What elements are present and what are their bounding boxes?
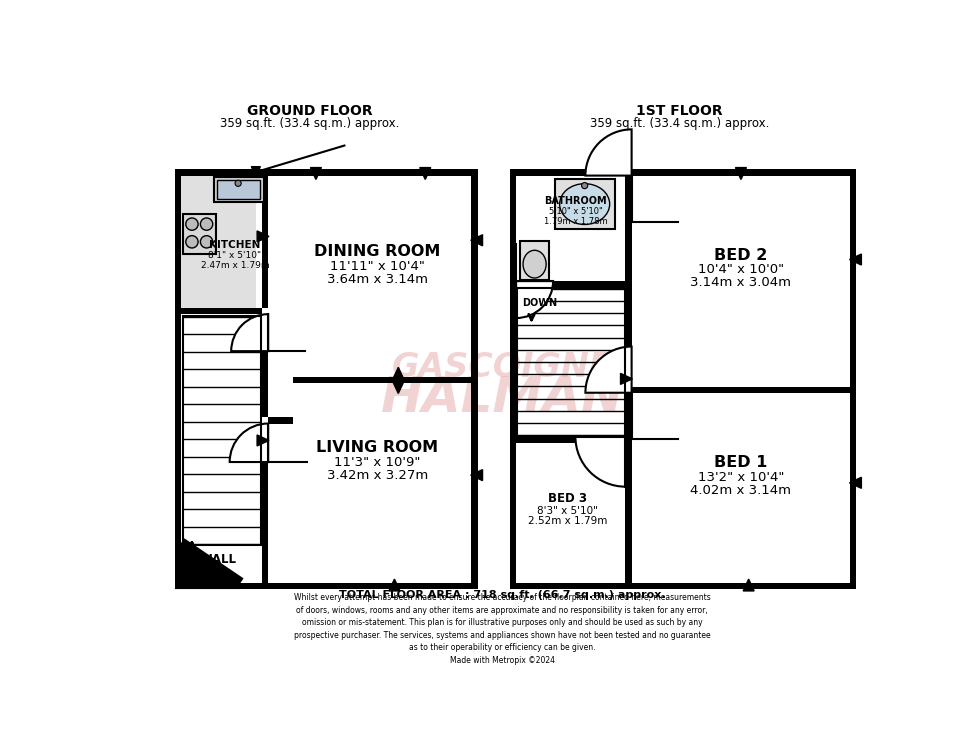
Text: BATHROOM: BATHROOM: [544, 196, 607, 206]
Polygon shape: [175, 543, 240, 589]
Bar: [181, 308, 262, 314]
Bar: [851, 170, 857, 589]
Wedge shape: [229, 424, 269, 462]
Text: 13'2" x 10'4": 13'2" x 10'4": [698, 472, 784, 484]
Bar: [632, 387, 851, 393]
Text: 11'3" x 10'9": 11'3" x 10'9": [334, 456, 420, 469]
Bar: [175, 170, 477, 176]
Bar: [181, 176, 256, 308]
Text: 3.42m x 3.27m: 3.42m x 3.27m: [327, 469, 428, 482]
Text: BED 1: BED 1: [714, 455, 767, 470]
Text: UP: UP: [187, 555, 202, 565]
Bar: [553, 281, 625, 287]
Text: LIVING ROOM: LIVING ROOM: [317, 440, 439, 455]
Text: 2.47m x 1.79m: 2.47m x 1.79m: [201, 261, 270, 270]
Circle shape: [186, 218, 198, 231]
Text: 359 sq.ft. (33.4 sq.m.) approx.: 359 sq.ft. (33.4 sq.m.) approx.: [220, 117, 400, 130]
Text: 3.64m x 3.14m: 3.64m x 3.14m: [327, 273, 428, 285]
Ellipse shape: [560, 184, 610, 225]
Bar: [516, 288, 624, 436]
Wedge shape: [585, 346, 632, 393]
Polygon shape: [743, 579, 755, 591]
Polygon shape: [470, 235, 482, 246]
Bar: [218, 180, 260, 199]
Text: DOWN: DOWN: [522, 298, 558, 309]
Wedge shape: [585, 129, 632, 176]
Wedge shape: [575, 436, 625, 487]
Text: 1.79m x 1.78m: 1.79m x 1.78m: [544, 217, 608, 226]
Bar: [510, 170, 516, 589]
Polygon shape: [389, 579, 400, 591]
Text: 2.52m x 1.79m: 2.52m x 1.79m: [528, 516, 608, 526]
Polygon shape: [393, 382, 404, 394]
Text: GROUND FLOOR: GROUND FLOOR: [247, 104, 372, 118]
Circle shape: [186, 236, 198, 248]
Bar: [510, 583, 857, 589]
Circle shape: [201, 218, 213, 231]
Bar: [625, 170, 632, 176]
Polygon shape: [850, 254, 861, 265]
Text: KITCHEN: KITCHEN: [210, 240, 261, 250]
Bar: [471, 170, 477, 589]
Bar: [625, 170, 632, 589]
Text: HALL: HALL: [203, 553, 237, 566]
Text: BED 3: BED 3: [548, 492, 587, 505]
Bar: [516, 436, 575, 443]
Text: 359 sq.ft. (33.4 sq.m.) approx.: 359 sq.ft. (33.4 sq.m.) approx.: [590, 117, 769, 130]
Bar: [293, 377, 471, 384]
Polygon shape: [470, 469, 482, 481]
Bar: [175, 170, 181, 589]
Bar: [520, 241, 549, 279]
Polygon shape: [419, 167, 431, 179]
Text: 3.14m x 3.04m: 3.14m x 3.04m: [691, 276, 792, 289]
Bar: [555, 179, 615, 230]
Polygon shape: [850, 478, 861, 488]
Polygon shape: [251, 167, 261, 176]
Wedge shape: [231, 314, 269, 351]
Text: BED 2: BED 2: [714, 248, 767, 263]
Text: HALMAN: HALMAN: [381, 374, 623, 422]
Text: TOTAL FLOOR AREA : 718 sq.ft. (66.7 sq.m.) approx.: TOTAL FLOOR AREA : 718 sq.ft. (66.7 sq.m…: [339, 590, 665, 600]
Bar: [269, 418, 293, 424]
Bar: [214, 177, 264, 202]
Circle shape: [581, 182, 588, 189]
Wedge shape: [516, 281, 553, 318]
Text: 8'3" x 5'10": 8'3" x 5'10": [537, 505, 598, 516]
Polygon shape: [257, 231, 269, 242]
Text: Whilst every attempt has been made to ensure the accuracy of the floorplan conta: Whilst every attempt has been made to en…: [294, 593, 710, 665]
Polygon shape: [257, 435, 269, 446]
Bar: [262, 170, 269, 308]
Ellipse shape: [523, 250, 546, 278]
Text: 11'11" x 10'4": 11'11" x 10'4": [330, 260, 425, 273]
Text: 5'10" x 5'10": 5'10" x 5'10": [549, 207, 603, 216]
Bar: [183, 214, 216, 254]
Circle shape: [235, 180, 241, 186]
Text: GASCOIGNE: GASCOIGNE: [392, 351, 612, 384]
Text: 1ST FLOOR: 1ST FLOOR: [636, 104, 722, 118]
Bar: [182, 315, 262, 545]
Bar: [625, 222, 632, 387]
Bar: [175, 583, 477, 589]
Bar: [625, 439, 632, 583]
Polygon shape: [735, 167, 747, 179]
Bar: [510, 170, 857, 176]
Polygon shape: [393, 367, 404, 379]
Text: DINING ROOM: DINING ROOM: [315, 243, 441, 258]
Text: 4.02m x 3.14m: 4.02m x 3.14m: [691, 484, 792, 497]
Bar: [262, 377, 269, 418]
Bar: [262, 462, 269, 583]
Circle shape: [201, 236, 213, 248]
Polygon shape: [620, 373, 632, 385]
Bar: [516, 281, 625, 287]
Text: 10'4" x 10'0": 10'4" x 10'0": [698, 264, 784, 276]
Text: 8'1" x 5'10": 8'1" x 5'10": [209, 251, 262, 260]
Polygon shape: [311, 167, 321, 179]
Bar: [262, 351, 269, 377]
Bar: [516, 436, 625, 443]
